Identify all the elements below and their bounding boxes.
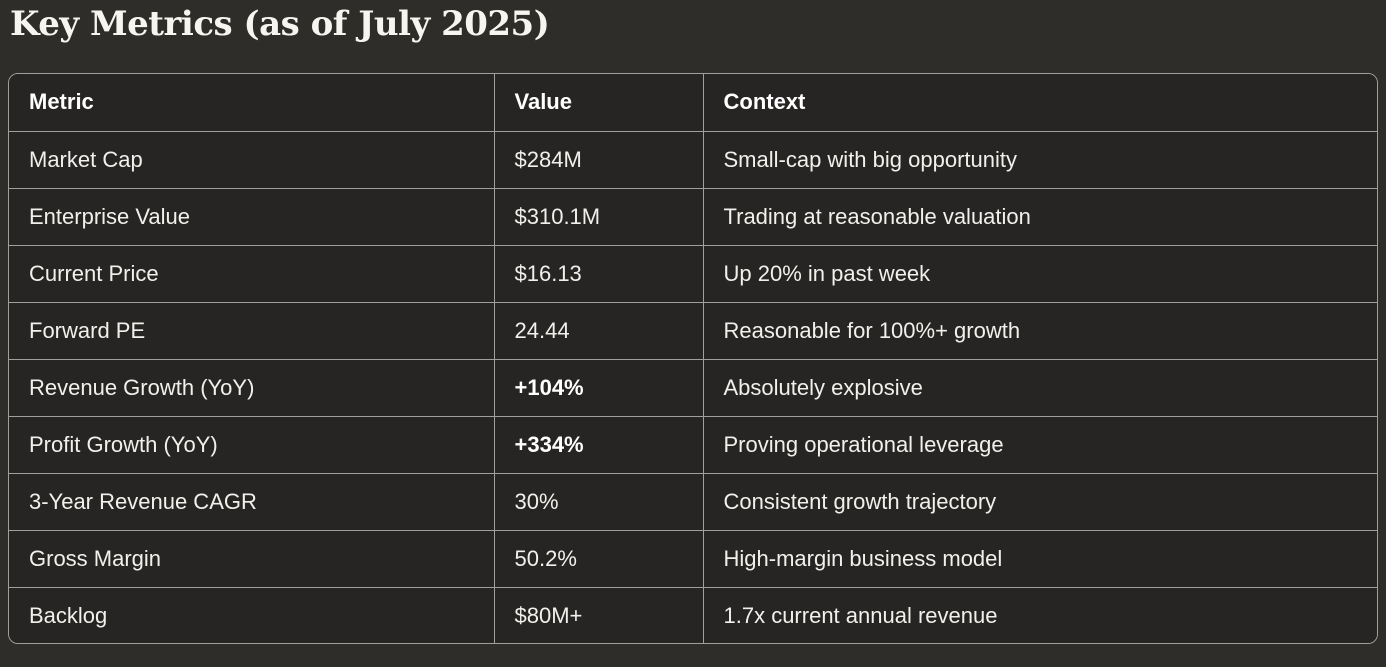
metric-cell: Current Price <box>9 244 495 303</box>
table-row: Profit Growth (YoY) +334% Proving operat… <box>9 415 1377 474</box>
column-header-metric: Metric <box>9 74 495 132</box>
context-cell: Proving operational leverage <box>702 415 1377 474</box>
context-cell: Reasonable for 100%+ growth <box>702 301 1377 360</box>
context-cell: High-margin business model <box>702 529 1377 588</box>
value-cell: $16.13 <box>493 244 704 303</box>
context-cell: Trading at reasonable valuation <box>702 187 1377 246</box>
context-cell: Small-cap with big opportunity <box>702 130 1377 189</box>
table-header-row: Metric Value Context <box>9 74 1377 132</box>
context-cell: Consistent growth trajectory <box>702 472 1377 531</box>
table-row: Market Cap $284M Small-cap with big oppo… <box>9 130 1377 189</box>
context-cell: 1.7x current annual revenue <box>702 586 1377 643</box>
key-metrics-table-container: Metric Value Context Market Cap $284M Sm… <box>8 73 1378 644</box>
table-row: Gross Margin 50.2% High-margin business … <box>9 529 1377 588</box>
value-cell: +334% <box>493 415 704 474</box>
metric-cell: Forward PE <box>9 301 495 360</box>
key-metrics-table: Metric Value Context Market Cap $284M Sm… <box>9 74 1377 643</box>
value-cell: +104% <box>493 358 704 417</box>
metric-cell: Revenue Growth (YoY) <box>9 358 495 417</box>
value-cell: $284M <box>493 130 704 189</box>
value-cell: 50.2% <box>493 529 704 588</box>
metric-cell: Enterprise Value <box>9 187 495 246</box>
metric-cell: Market Cap <box>9 130 495 189</box>
page-title: Key Metrics (as of July 2025) <box>10 4 550 44</box>
table-row: 3-Year Revenue CAGR 30% Consistent growt… <box>9 472 1377 531</box>
metric-cell: Gross Margin <box>9 529 495 588</box>
table-row: Enterprise Value $310.1M Trading at reas… <box>9 187 1377 246</box>
metric-cell: Profit Growth (YoY) <box>9 415 495 474</box>
table-row: Backlog $80M+ 1.7x current annual revenu… <box>9 586 1377 643</box>
table-row: Current Price $16.13 Up 20% in past week <box>9 244 1377 303</box>
value-cell: 30% <box>493 472 704 531</box>
value-cell: $310.1M <box>493 187 704 246</box>
value-cell: $80M+ <box>493 586 704 643</box>
context-cell: Absolutely explosive <box>702 358 1377 417</box>
metric-cell: Backlog <box>9 586 495 643</box>
context-cell: Up 20% in past week <box>702 244 1377 303</box>
metric-cell: 3-Year Revenue CAGR <box>9 472 495 531</box>
column-header-value: Value <box>493 74 704 132</box>
table-row: Revenue Growth (YoY) +104% Absolutely ex… <box>9 358 1377 417</box>
value-cell: 24.44 <box>493 301 704 360</box>
column-header-context: Context <box>702 74 1377 132</box>
table-row: Forward PE 24.44 Reasonable for 100%+ gr… <box>9 301 1377 360</box>
